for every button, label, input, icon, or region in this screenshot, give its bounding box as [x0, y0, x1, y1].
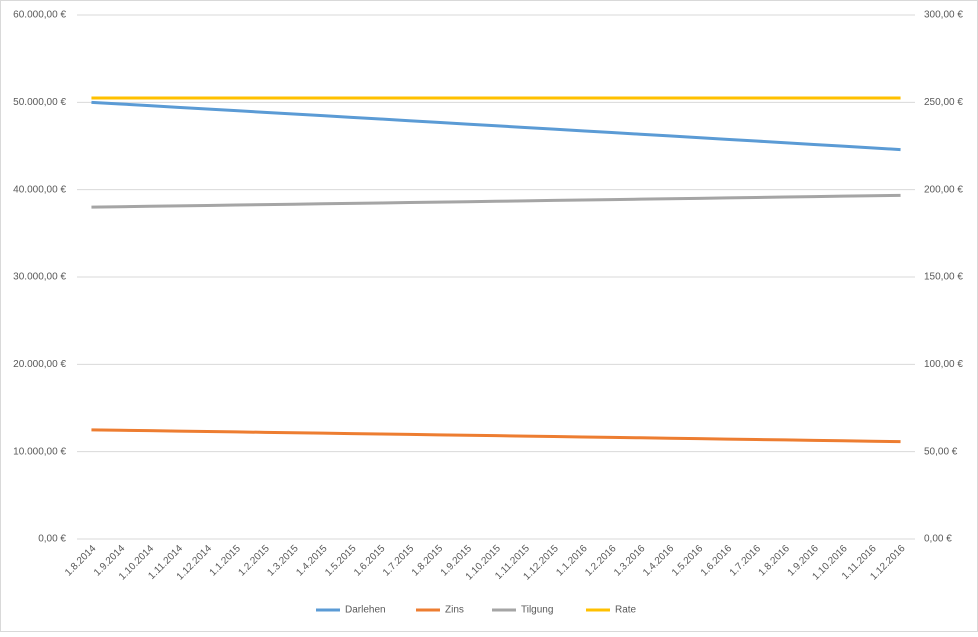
y-tick-label: 20.000,00 € — [13, 359, 66, 370]
y2-tick-label: 300,00 € — [924, 10, 963, 21]
y-tick-label: 10.000,00 € — [13, 446, 66, 457]
y-tick-label: 30.000,00 € — [13, 272, 66, 283]
y2-tick-label: 100,00 € — [924, 359, 963, 370]
y2-tick-label: 200,00 € — [924, 184, 963, 195]
series-line — [91, 193, 901, 209]
y-tick-label: 0,00 € — [38, 534, 66, 545]
legend-label: Tilgung — [521, 605, 553, 616]
series-line — [91, 100, 901, 152]
y2-tick-label: 250,00 € — [924, 97, 963, 108]
y2-tick-label: 50,00 € — [924, 446, 958, 457]
y2-tick-label: 0,00 € — [924, 534, 952, 545]
series-line — [91, 428, 901, 444]
y-tick-label: 40.000,00 € — [13, 184, 66, 195]
legend-label: Rate — [615, 605, 637, 616]
legend-label: Darlehen — [345, 605, 386, 616]
y2-tick-label: 150,00 € — [924, 272, 963, 283]
y-tick-label: 60.000,00 € — [13, 10, 66, 21]
y-tick-label: 50.000,00 € — [13, 97, 66, 108]
legend-label: Zins — [445, 605, 464, 616]
